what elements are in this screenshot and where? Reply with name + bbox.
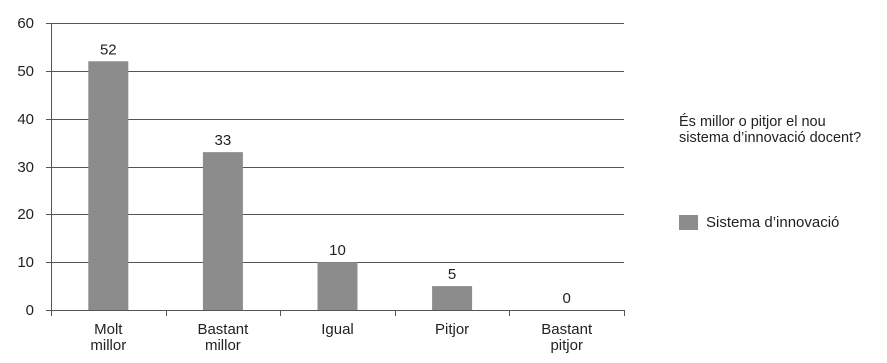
x-category-label: Molt millor [90,321,126,354]
data-label: 5 [448,266,456,283]
gridlines [51,23,624,263]
bar [432,286,473,310]
legend: Sistema d’innovació [679,214,839,231]
axes [46,23,625,316]
x-category-label: Igual [321,321,354,338]
legend-swatch [679,215,698,230]
y-tick-label: 40 [17,111,34,128]
data-label: 52 [100,41,117,58]
y-axis-ticks: 0 10 20 30 40 50 60 [17,15,34,319]
data-label: 10 [329,242,346,259]
data-labels: 52 33 10 5 0 [100,41,571,307]
x-category-label: Pitjor [435,321,469,338]
bar [88,61,129,311]
y-tick-label: 50 [17,63,34,80]
x-category-label: Bastant pitjor [541,321,593,354]
chart-title: És millor o pitjor el nou sistema d’inno… [679,114,862,146]
data-label: 0 [563,290,571,307]
x-axis-categories: Molt millor Bastant millor Igual Pitjor Bastan… [90,321,593,354]
y-tick-label: 30 [17,159,34,176]
y-tick-label: 0 [26,302,34,319]
data-label: 33 [215,132,232,149]
y-tick-label: 20 [17,206,34,223]
x-category-label: Bastant millor [197,321,249,354]
y-tick-label: 60 [17,15,34,32]
legend-label: Sistema d’innovació [706,214,840,231]
bars [88,61,473,311]
y-tick-label: 10 [17,254,34,271]
bar [317,262,358,310]
bar [202,152,243,310]
